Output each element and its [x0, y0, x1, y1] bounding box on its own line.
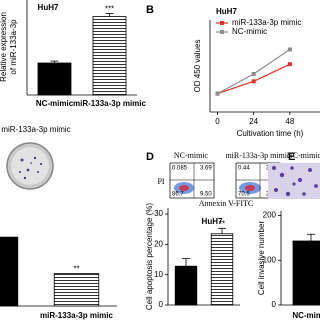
- panel-label: E: [288, 151, 295, 163]
- point: [287, 47, 292, 52]
- legend-label: miR-133a-3p mimic: [232, 18, 301, 27]
- y-tick-label: 0: [159, 300, 164, 309]
- legend-marker: [220, 21, 224, 25]
- colony-image: [6, 142, 54, 190]
- transwell-image: [268, 163, 320, 199]
- y-tick-label: 30: [154, 209, 163, 218]
- transwell-label: NC-mimic: [287, 151, 320, 160]
- y-axis-label: OD 450 values: [193, 40, 202, 93]
- point: [251, 71, 256, 76]
- y-axis-label: Relative expression: [0, 12, 8, 82]
- flow-title: NC-mimic: [174, 151, 209, 160]
- point: [215, 91, 220, 96]
- y-tick-label: 20: [154, 239, 163, 248]
- chart-title: HuH7: [216, 7, 237, 16]
- x-tick-label: 24: [249, 117, 258, 126]
- quadrant-value: 86.7: [172, 192, 184, 198]
- y-tick-label: 100: [263, 255, 277, 264]
- flow-y-label: PI: [157, 177, 164, 186]
- panel-label: D: [146, 151, 154, 163]
- x-axis-label: Cultivation time (h): [237, 129, 304, 138]
- bar: [53, 273, 100, 307]
- x-tick-label: NC-mimic: [36, 99, 74, 108]
- bar: [92, 16, 127, 96]
- x-tick-label: 48: [285, 117, 294, 126]
- y-tick-label: 0: [272, 300, 277, 309]
- x-tick-label: miR-133a-3p mimic: [73, 99, 146, 108]
- y-axis-label: Cell invasive number: [257, 221, 266, 296]
- significance: **: [73, 265, 79, 274]
- x-tick-label: 0: [215, 117, 220, 126]
- flow-x-label: Annexin V-FITC: [199, 199, 253, 208]
- y-axis-label: of miR-133a-3p: [9, 19, 18, 75]
- quadrant-value: 3.69: [200, 166, 212, 172]
- flow-title: miR-133a-3p mimic: [225, 151, 291, 160]
- panel-label: B: [146, 4, 154, 16]
- y-axis-label: Cell apoptosis percentage (%): [145, 203, 154, 311]
- y-tick-label: 10: [154, 270, 163, 279]
- quadrant-value: 0.44: [238, 166, 250, 172]
- legend-label: NC-mimic: [232, 27, 267, 36]
- quadrant-value: 0.085: [172, 166, 188, 172]
- significance: **: [219, 219, 225, 228]
- point: [251, 79, 256, 84]
- quadrant-value: 9.50: [200, 192, 212, 198]
- flow-plot: [169, 162, 281, 199]
- bar: [210, 233, 234, 306]
- legend-marker: [220, 30, 224, 34]
- point: [287, 62, 292, 67]
- significance: ***: [105, 5, 114, 14]
- series-line: [217, 63, 291, 95]
- chart-title: HuH7: [202, 217, 223, 226]
- bar: [0, 236, 19, 307]
- bar: [292, 240, 320, 306]
- bar: [37, 62, 72, 96]
- colony-label: miR-133a-3p mimic: [1, 125, 70, 134]
- series-line: [217, 48, 291, 95]
- y-tick-label: 200: [263, 211, 277, 220]
- x-tick-label: miR-133a-3p mimic: [40, 311, 113, 320]
- bar: [174, 265, 198, 306]
- x-tick-label: NC-mimic: [292, 311, 320, 320]
- chart-title: HuH7: [38, 3, 59, 12]
- quadrant-value: 70.5: [238, 192, 250, 198]
